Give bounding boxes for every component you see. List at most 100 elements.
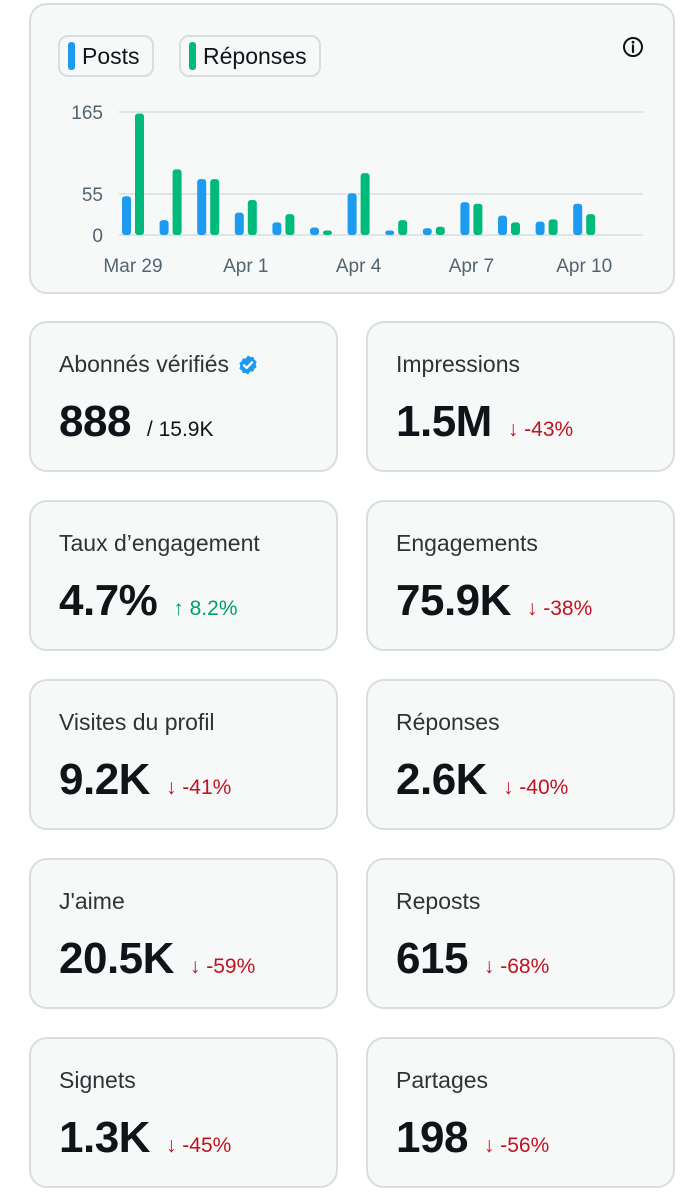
bar-replies[interactable] bbox=[473, 203, 483, 235]
bar-posts[interactable] bbox=[197, 179, 207, 235]
metric-label: Engagements bbox=[396, 530, 538, 557]
bar-chart: 0 55 165 Mar 29 Apr 1 Apr 4 Apr 7 Apr 10 bbox=[71, 103, 643, 277]
metric-label: Impressions bbox=[396, 351, 520, 378]
bar-posts[interactable] bbox=[347, 193, 357, 235]
metric-card[interactable]: Partages 198 ↓ -56% bbox=[366, 1037, 675, 1188]
chart-card: 0 55 165 Mar 29 Apr 1 Apr 4 Apr 7 Apr 10 Posts … bbox=[29, 3, 675, 294]
metric-total: / 15.9K bbox=[146, 418, 214, 441]
metric-value-row: 1.5M ↓ -43% bbox=[396, 397, 573, 447]
metric-value-row: 4.7% ↑ 8.2% bbox=[59, 576, 238, 626]
metric-label-text: J'aime bbox=[59, 888, 125, 914]
metric-value-row: 75.9K ↓ -38% bbox=[396, 576, 592, 626]
bar-replies[interactable] bbox=[285, 214, 295, 235]
x-tick-label: Apr 7 bbox=[449, 256, 494, 277]
metric-label-text: Signets bbox=[59, 1067, 136, 1093]
metric-label-text: Partages bbox=[396, 1067, 489, 1093]
x-tick-label: Mar 29 bbox=[103, 256, 162, 277]
legend-posts-label: Posts bbox=[82, 42, 140, 69]
x-tick-label: Apr 4 bbox=[336, 256, 382, 277]
metric-change-badge: ↓ -38% bbox=[526, 597, 593, 620]
metric-value: 615 bbox=[396, 934, 468, 983]
metric-value-row: 9.2K ↓ -41% bbox=[59, 755, 231, 805]
metric-label-text: Engagements bbox=[396, 530, 538, 556]
info-icon[interactable] bbox=[621, 35, 645, 59]
verified-badge-icon bbox=[239, 354, 257, 375]
bar-posts[interactable] bbox=[498, 215, 507, 235]
bar-replies[interactable] bbox=[210, 179, 220, 235]
metric-value: 888 bbox=[59, 397, 131, 446]
metric-label-text: Taux d’engagement bbox=[59, 530, 260, 556]
metric-value: 2.6K bbox=[396, 755, 487, 804]
metric-card[interactable]: Abonnés vérifiés 888 / 15.9K bbox=[29, 321, 338, 472]
metric-value: 1.3K bbox=[59, 1113, 150, 1162]
y-tick-label: 165 bbox=[71, 103, 103, 124]
metric-value: 20.5K bbox=[59, 934, 174, 983]
metric-label: Taux d’engagement bbox=[59, 530, 260, 557]
bar-posts[interactable] bbox=[310, 227, 319, 235]
replies-swatch bbox=[189, 42, 196, 70]
metric-card[interactable]: Signets 1.3K ↓ -45% bbox=[29, 1037, 338, 1188]
metric-value-row: 198 ↓ -56% bbox=[396, 1113, 549, 1163]
bar-replies[interactable] bbox=[435, 226, 445, 235]
y-tick-label: 0 bbox=[92, 226, 103, 247]
metric-card[interactable]: Impressions 1.5M ↓ -43% bbox=[366, 321, 675, 472]
bar-replies[interactable] bbox=[548, 219, 558, 235]
bar-posts[interactable] bbox=[422, 228, 432, 235]
metric-value-row: 20.5K ↓ -59% bbox=[59, 934, 255, 984]
bar-replies[interactable] bbox=[586, 214, 596, 235]
metric-value: 198 bbox=[396, 1113, 468, 1162]
bar-posts[interactable] bbox=[385, 230, 395, 235]
bar-posts[interactable] bbox=[535, 221, 545, 235]
metric-label-text: Impressions bbox=[396, 351, 520, 377]
bar-posts[interactable] bbox=[272, 222, 282, 235]
metric-label: Reposts bbox=[396, 888, 480, 915]
metric-label: Visites du profil bbox=[59, 709, 215, 736]
metric-value: 75.9K bbox=[396, 576, 511, 625]
metric-label-text: Visites du profil bbox=[59, 709, 215, 735]
x-tick-label: Apr 10 bbox=[556, 256, 612, 277]
legend-replies-label: Réponses bbox=[203, 42, 307, 69]
bar-replies[interactable] bbox=[323, 230, 332, 235]
metric-card[interactable]: Visites du profil 9.2K ↓ -41% bbox=[29, 679, 338, 830]
metric-value: 9.2K bbox=[59, 755, 150, 804]
metric-card[interactable]: Reposts 615 ↓ -68% bbox=[366, 858, 675, 1009]
bar-posts[interactable] bbox=[573, 203, 583, 235]
metric-change-badge: ↓ -56% bbox=[483, 1134, 550, 1157]
metric-change-badge: ↑ 8.2% bbox=[173, 597, 238, 620]
legend-posts[interactable]: Posts bbox=[58, 35, 154, 77]
bar-posts[interactable] bbox=[460, 202, 470, 235]
metric-change-badge: ↓ -41% bbox=[165, 776, 232, 799]
x-tick-label: Apr 1 bbox=[223, 256, 268, 277]
metric-card[interactable]: J'aime 20.5K ↓ -59% bbox=[29, 858, 338, 1009]
metric-label-text: Réponses bbox=[396, 709, 500, 735]
metric-label-text: Abonnés vérifiés bbox=[59, 351, 230, 377]
metric-label: Partages bbox=[396, 1067, 488, 1094]
posts-swatch bbox=[68, 42, 75, 70]
metric-label-text: Reposts bbox=[396, 888, 481, 914]
bar-replies[interactable] bbox=[398, 220, 408, 235]
metric-card[interactable]: Taux d’engagement 4.7% ↑ 8.2% bbox=[29, 500, 338, 651]
metric-value-row: 2.6K ↓ -40% bbox=[396, 755, 568, 805]
bar-replies[interactable] bbox=[135, 113, 144, 235]
metric-change-badge: ↓ -43% bbox=[507, 418, 574, 441]
bar-replies[interactable] bbox=[511, 222, 520, 235]
y-tick-label: 55 bbox=[82, 185, 103, 206]
metric-card[interactable]: Engagements 75.9K ↓ -38% bbox=[366, 500, 675, 651]
bar-posts[interactable] bbox=[159, 220, 169, 235]
metric-label: Abonnés vérifiés bbox=[59, 351, 259, 378]
metric-change-badge: ↓ -40% bbox=[502, 776, 569, 799]
bar-replies[interactable] bbox=[360, 173, 370, 235]
metric-value-row: 615 ↓ -68% bbox=[396, 934, 549, 984]
bar-posts[interactable] bbox=[234, 212, 244, 235]
bar-replies[interactable] bbox=[247, 199, 257, 235]
bar-posts[interactable] bbox=[122, 196, 131, 235]
metric-card[interactable]: Réponses 2.6K ↓ -40% bbox=[366, 679, 675, 830]
metric-change-badge: ↓ -68% bbox=[483, 955, 550, 978]
metric-value: 1.5M bbox=[396, 397, 492, 446]
bar-replies[interactable] bbox=[172, 169, 182, 235]
metric-change-badge: ↓ -45% bbox=[165, 1134, 232, 1157]
metric-label: Réponses bbox=[396, 709, 500, 736]
legend-replies[interactable]: Réponses bbox=[179, 35, 321, 77]
metric-label: J'aime bbox=[59, 888, 125, 915]
metric-change-badge: ↓ -59% bbox=[189, 955, 256, 978]
